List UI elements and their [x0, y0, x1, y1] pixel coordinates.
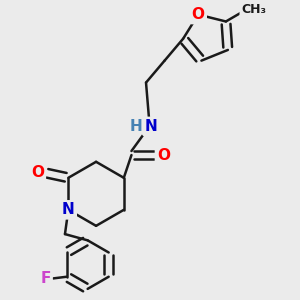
Text: N: N — [144, 119, 157, 134]
Text: N: N — [62, 202, 75, 217]
Text: H: H — [130, 119, 142, 134]
Text: O: O — [157, 148, 170, 163]
Text: F: F — [40, 271, 51, 286]
Text: O: O — [192, 7, 205, 22]
Text: O: O — [31, 165, 44, 180]
Text: CH₃: CH₃ — [242, 2, 266, 16]
